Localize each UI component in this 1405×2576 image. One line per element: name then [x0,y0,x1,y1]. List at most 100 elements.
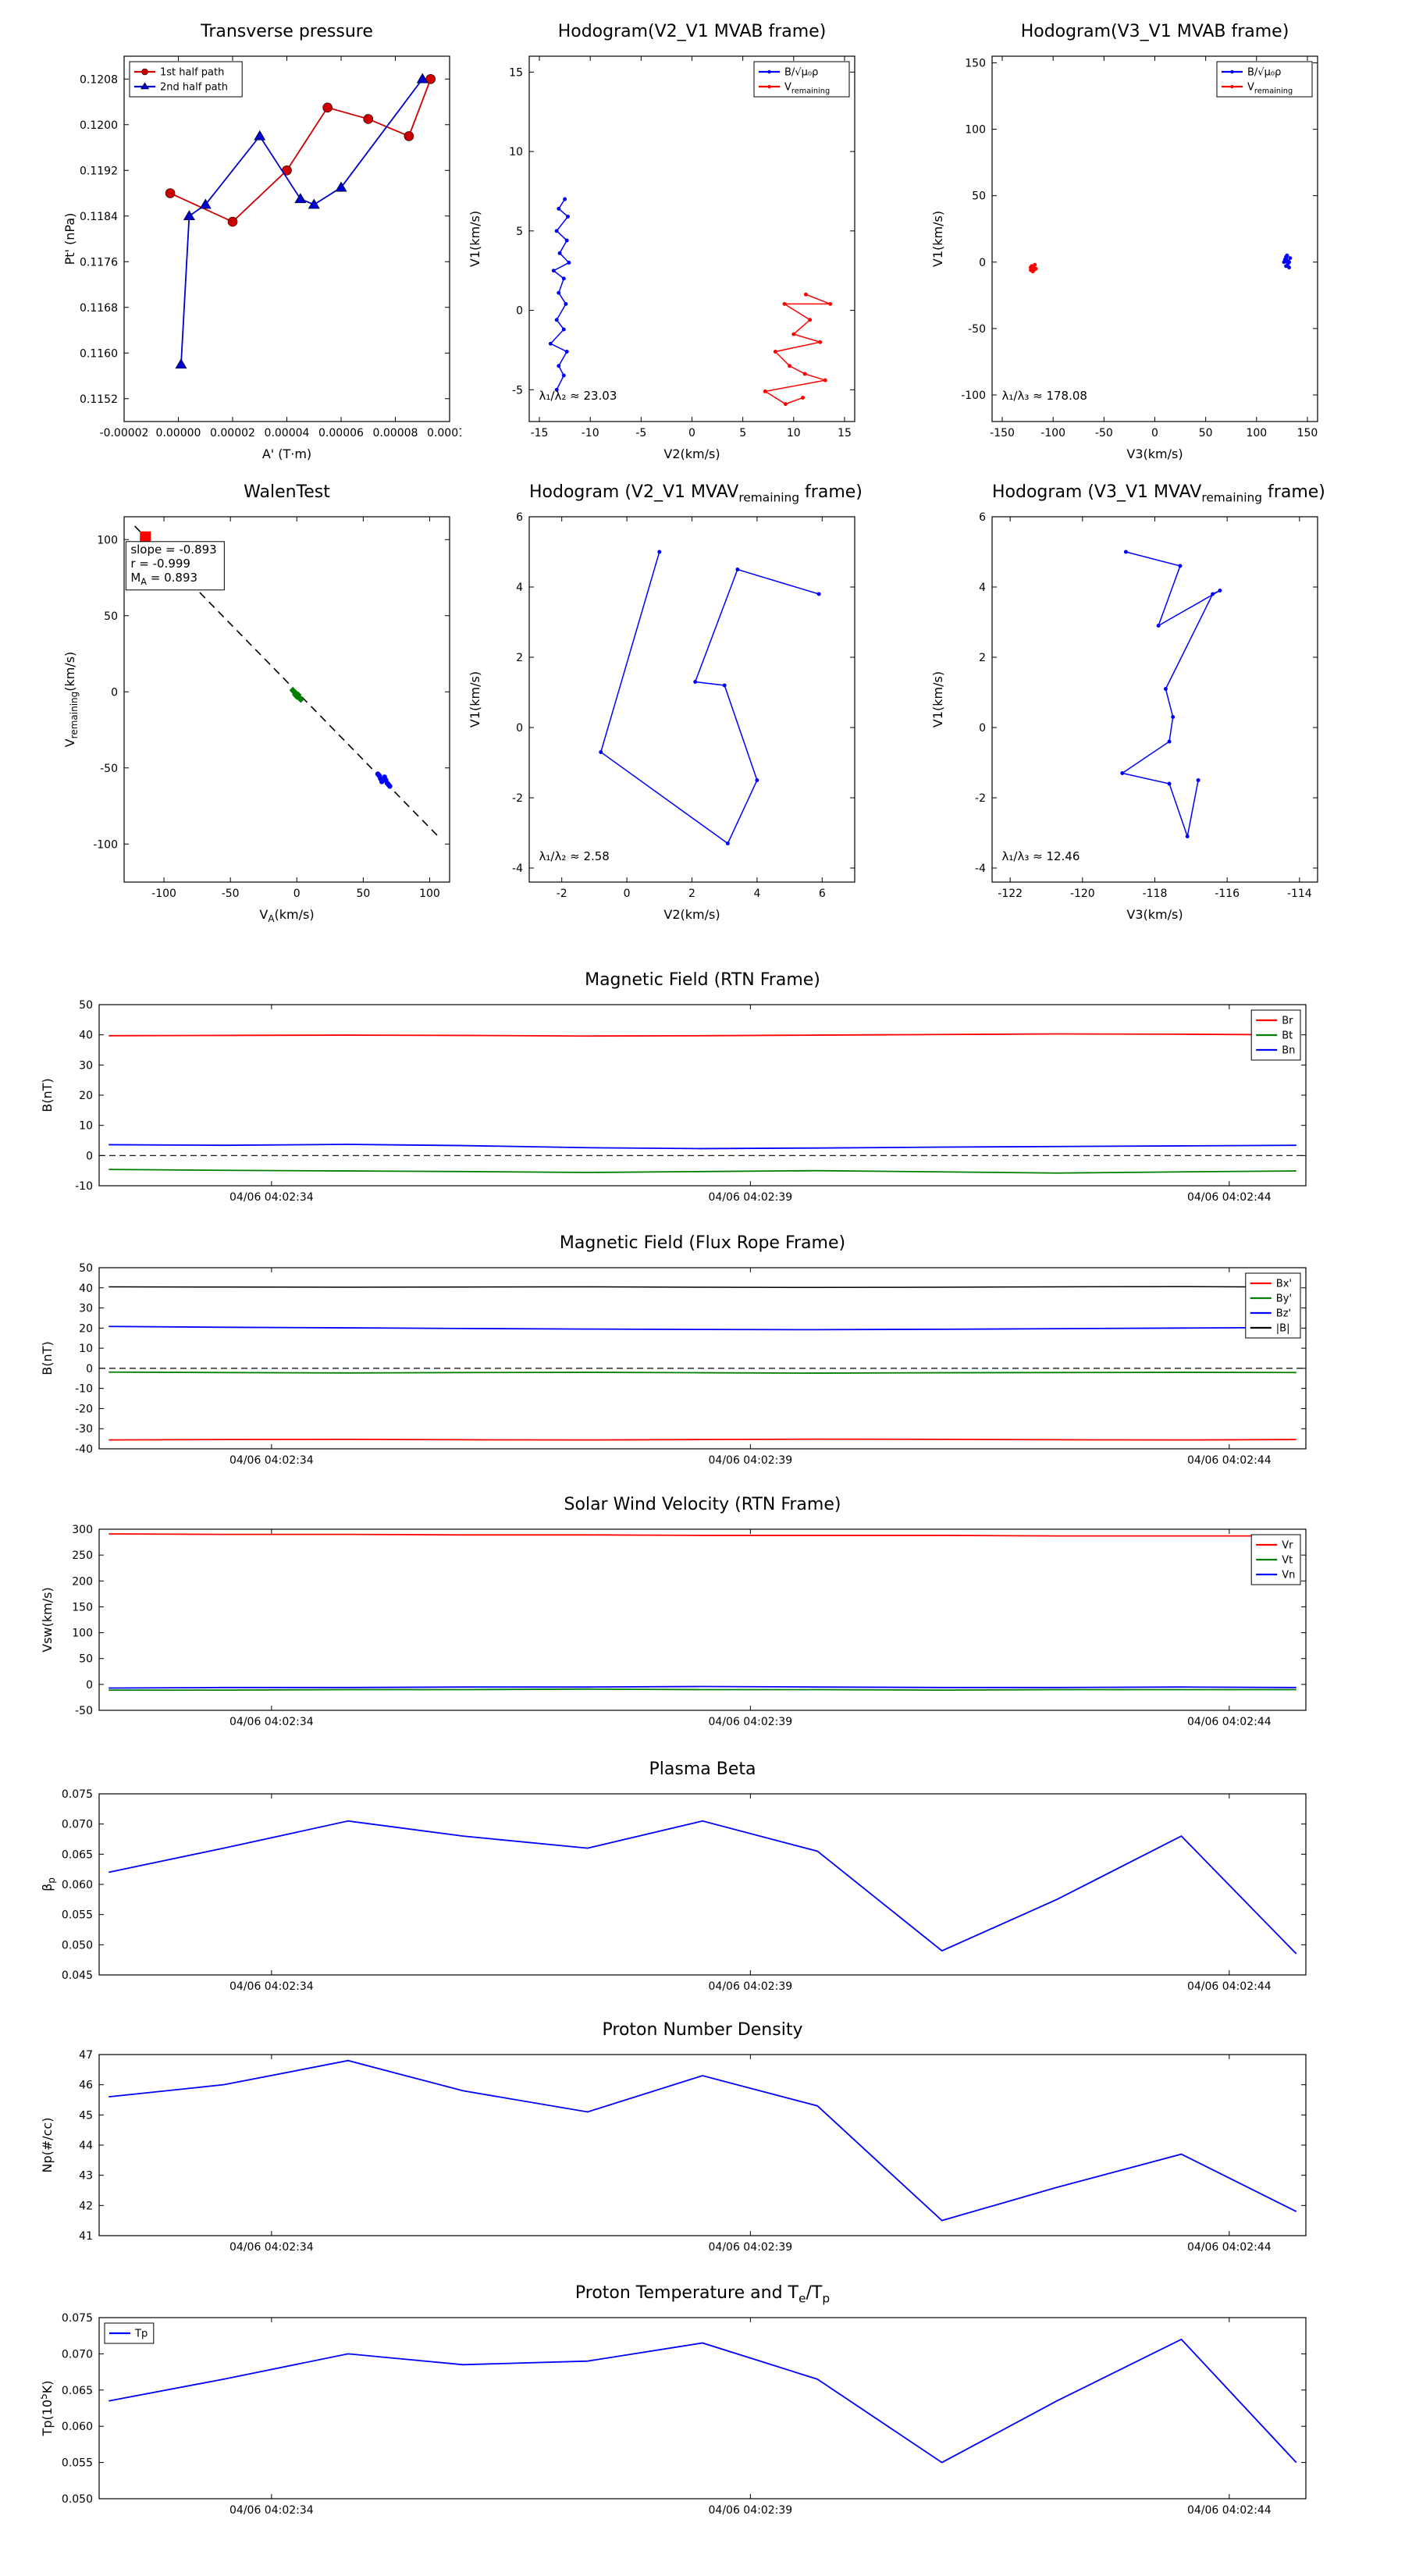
svg-text:-100: -100 [151,888,176,900]
svg-text:Tp: Tp [134,2329,148,2340]
svg-text:λ₁/λ₃ ≈ 178.08: λ₁/λ₃ ≈ 178.08 [1002,389,1087,403]
svg-text:-5: -5 [512,384,523,397]
svg-text:Bz': Bz' [1276,1308,1291,1320]
svg-text:V2(km/s): V2(km/s) [663,447,720,461]
svg-text:04/06 04:02:44: 04/06 04:02:44 [1187,1191,1272,1204]
svg-text:0: 0 [293,888,301,900]
hodogram-v2v1-mvab-title: Hodogram(V2_V1 MVAB frame) [557,22,827,41]
svg-text:-100: -100 [1040,427,1065,439]
svg-text:0.050: 0.050 [62,1939,93,1952]
svg-text:04/06 04:02:34: 04/06 04:02:34 [229,1716,314,1728]
svg-text:-10: -10 [582,427,599,439]
svg-text:0.065: 0.065 [62,2385,93,2397]
svg-text:100: 100 [965,124,986,137]
hodogram-v3v1-mvav-title: Hodogram (V3_V1 MVAVremaining frame) [992,482,1325,505]
svg-text:04/06 04:02:44: 04/06 04:02:44 [1187,2241,1272,2254]
walen-test-plot: -100 -50 0 50 100 -100 -50 0 50 100 VA(km/s) Vremai… [63,516,450,924]
svg-text:λ₁/λ₂ ≈ 2.58: λ₁/λ₂ ≈ 2.58 [539,849,610,863]
svg-text:MA = 0.893: MA = 0.893 [130,571,197,587]
svg-text:Vsw(km/s): Vsw(km/s) [41,1587,55,1652]
svg-text:-40: -40 [75,1443,93,1456]
svg-text:0: 0 [111,686,118,699]
svg-text:04/06 04:02:39: 04/06 04:02:39 [709,1980,793,1993]
walen-test-title: WalenTest [244,482,330,502]
svg-text:-2: -2 [557,888,567,900]
svg-text:04/06 04:02:34: 04/06 04:02:34 [229,1454,314,1467]
svg-text:-118: -118 [1143,888,1168,900]
svg-text:2: 2 [979,652,986,664]
svg-text:40: 40 [79,1030,93,1042]
svg-text:-20: -20 [75,1403,93,1415]
svg-text:04/06 04:02:44: 04/06 04:02:44 [1187,1454,1272,1467]
svg-text:0.045: 0.045 [62,1969,93,1982]
svg-text:-150: -150 [990,427,1015,439]
svg-text:0.1168: 0.1168 [80,302,118,315]
svg-text:0: 0 [516,305,523,318]
proton-temperature-plot: 04/06 04:02:34 04/06 04:02:39 04/06 04:02:… [41,2312,1307,2517]
svg-text:100: 100 [419,888,440,900]
hodogram-v2v1-mvav-plot: -2 0 2 4 6 -4 -2 0 2 4 6 V2(km/s) V1(km/s) λ₁/λ₂ ≈ 2.… [468,511,855,922]
svg-text:-120: -120 [1070,888,1095,900]
svg-text:Vremaining: Vremaining [1247,82,1293,96]
hodogram-v2v1-mvav-title: Hodogram (V2_V1 MVAVremaining frame) [529,482,863,505]
svg-text:λ₁/λ₃ ≈ 12.46: λ₁/λ₃ ≈ 12.46 [1002,849,1080,863]
svg-text:150: 150 [1297,427,1318,439]
svg-text:46: 46 [79,2080,93,2092]
svg-text:100: 100 [1246,427,1267,439]
svg-text:0.1184: 0.1184 [80,211,118,223]
svg-text:V1(km/s): V1(km/s) [468,671,482,728]
svg-text:04/06 04:02:39: 04/06 04:02:39 [709,2504,793,2517]
svg-text:0.070: 0.070 [62,2348,93,2361]
svg-text:0.00008: 0.00008 [373,427,418,439]
svg-text:2nd half path: 2nd half path [160,82,228,94]
svg-text:0.00002: 0.00002 [210,427,255,439]
svg-text:10: 10 [787,427,801,439]
svg-text:0.00010: 0.00010 [427,427,461,439]
svg-text:V3(km/s): V3(km/s) [1126,907,1183,922]
svg-text:V1(km/s): V1(km/s) [931,211,945,267]
svg-text:-50: -50 [968,323,986,336]
svg-text:44: 44 [79,2140,93,2152]
svg-text:0: 0 [688,427,695,439]
hodogram-v3v1-mvab-plot: -150 -100 -50 0 50 100 150 -100 -50 0 50 100 150 V3(k… [931,55,1318,461]
svg-text:Bx': Bx' [1276,1279,1292,1290]
svg-text:2: 2 [516,652,523,664]
svg-text:200: 200 [72,1575,93,1588]
hodogram-v3v1-mvab-title: Hodogram(V3_V1 MVAB frame) [1020,22,1289,41]
svg-text:-50: -50 [75,1705,93,1717]
svg-text:0: 0 [516,722,523,735]
svg-text:30: 30 [79,1059,93,1072]
svg-text:20: 20 [79,1090,93,1102]
svg-text:5: 5 [516,226,523,238]
svg-text:0: 0 [86,1150,93,1162]
svg-text:-0.00002: -0.00002 [100,427,149,439]
svg-text:Pt' (nPa): Pt' (nPa) [63,213,77,265]
svg-text:0: 0 [1151,427,1158,439]
svg-text:A' (T·m): A' (T·m) [262,447,311,461]
svg-text:150: 150 [965,58,986,70]
svg-text:0.075: 0.075 [62,1788,93,1801]
svg-text:λ₁/λ₂ ≈ 23.03: λ₁/λ₂ ≈ 23.03 [539,389,617,403]
svg-text:100: 100 [72,1628,93,1640]
svg-text:5: 5 [739,427,746,439]
svg-text:45: 45 [79,2109,93,2122]
transverse-pressure-title: Transverse pressure [201,22,373,41]
svg-text:6: 6 [516,511,523,524]
svg-text:04/06 04:02:34: 04/06 04:02:34 [229,2241,314,2254]
svg-text:Bt: Bt [1282,1030,1293,1042]
svg-text:0.1200: 0.1200 [80,119,118,132]
svg-text:4: 4 [979,582,986,594]
svg-text:0.00004: 0.00004 [265,427,310,439]
svg-text:10: 10 [79,1120,93,1133]
svg-text:43: 43 [79,2170,93,2183]
svg-text:0: 0 [86,1363,93,1375]
svg-text:-114: -114 [1287,888,1312,900]
svg-text:B(nT): B(nT) [41,1341,55,1375]
svg-text:|B|: |B| [1276,1323,1290,1335]
svg-text:30: 30 [79,1303,93,1315]
svg-text:0.1152: 0.1152 [80,393,118,406]
svg-text:-122: -122 [998,888,1023,900]
svg-text:-30: -30 [75,1423,93,1436]
svg-text:-10: -10 [75,1383,93,1396]
svg-text:0.1208: 0.1208 [80,73,118,86]
